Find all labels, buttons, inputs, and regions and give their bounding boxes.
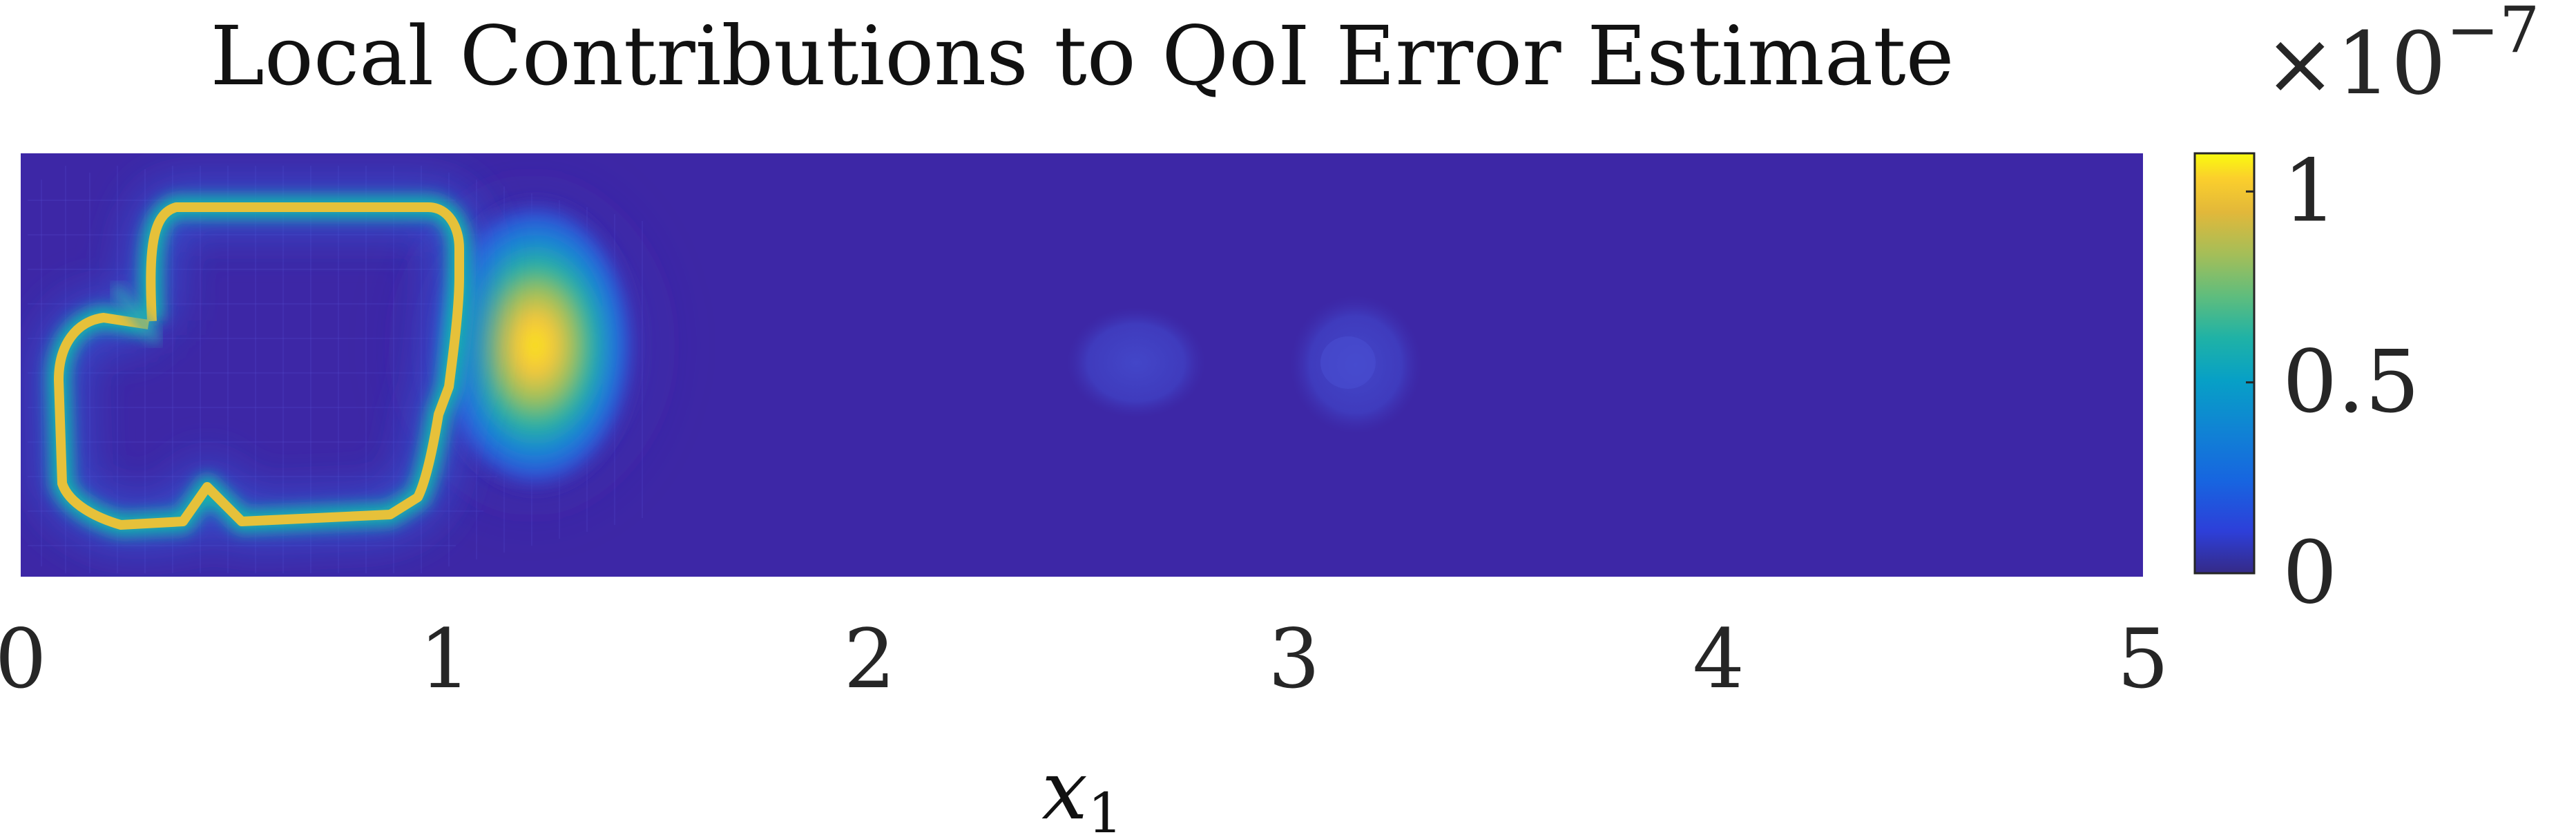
faint-blob-1 [1067, 307, 1205, 418]
colorbar-tick-label-1: 0.5 [2282, 332, 2420, 432]
colorbar: 00.51 ×10−7 [2193, 0, 2539, 623]
x-tick-label-4: 4 [1693, 611, 1744, 707]
colorbar-tick-label-0: 0 [2282, 523, 2338, 623]
faint-blob-2-core [1320, 336, 1376, 389]
colorbar-ticks: 00.51 [2246, 141, 2420, 623]
colorbar-multiplier-exponent: −7 [2446, 0, 2540, 67]
heatmap-plot-area [21, 153, 2143, 577]
ring-core [54, 202, 464, 530]
colorbar-tick-label-2: 1 [2282, 141, 2338, 241]
x-axis-label-subscript: 1 [1088, 781, 1123, 835]
x-tick-label-0: 0 [0, 611, 47, 707]
chart-title: Local Contributions to QoI Error Estimat… [211, 8, 1954, 104]
x-tick-label-3: 3 [1268, 611, 1320, 707]
x-tick-label-1: 1 [419, 611, 471, 707]
x-axis-label-base: x [1041, 742, 1088, 835]
x-axis-ticks: 0 1 2 3 4 5 [0, 611, 2169, 707]
x-tick-label-2: 2 [844, 611, 896, 707]
colorbar-gradient [2193, 152, 2256, 575]
x-axis-label: x1 [1041, 742, 1122, 835]
ring-notch [113, 285, 160, 343]
x-tick-label-5: 5 [2117, 611, 2169, 707]
colorbar-multiplier-base: ×10 [2264, 14, 2446, 114]
colorbar-multiplier: ×10−7 [2264, 0, 2539, 114]
